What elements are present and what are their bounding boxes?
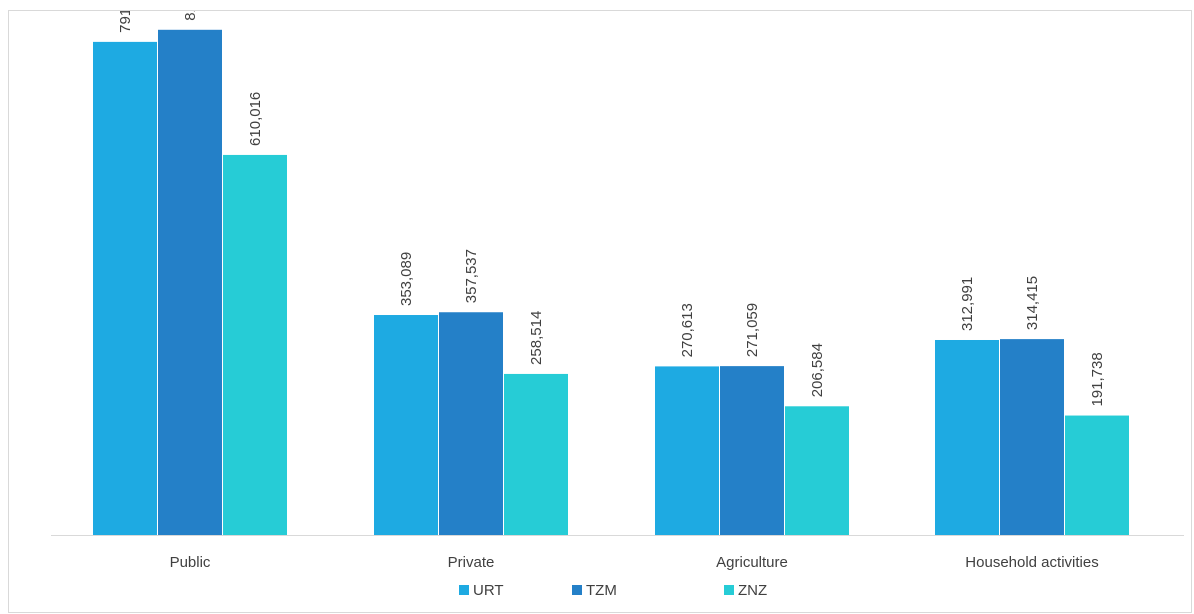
- bar-chart: 791,484 810,887 610,016 353,089 357,537 258,5…: [51, 11, 1184, 599]
- category-label-private: Private: [448, 554, 495, 571]
- data-label-private-urt: 353,089: [398, 252, 415, 306]
- bar-household-activities-znz: [1065, 415, 1129, 535]
- data-label-agriculture-urt: 270,613: [679, 303, 696, 357]
- data-labels-group: 791,484 810,887 610,016 353,089 357,537 258,5…: [117, 11, 1106, 407]
- data-label-public-urt: 791,484: [117, 11, 134, 33]
- bar-private-tzm: [439, 312, 503, 535]
- data-label-household-activities-znz: 191,738: [1089, 352, 1106, 406]
- bar-household-activities-urt: [935, 339, 999, 535]
- bar-public-urt: [93, 41, 157, 536]
- category-labels-group: Public Private Agriculture Household activi…: [170, 554, 1099, 571]
- category-label-public: Public: [170, 554, 211, 571]
- data-label-agriculture-znz: 206,584: [809, 343, 826, 397]
- chart-frame: 791,484 810,887 610,016 353,089 357,537 258,5…: [8, 10, 1192, 613]
- data-label-public-znz: 610,016: [247, 92, 264, 146]
- legend: URT TZM ZNZ: [459, 582, 767, 599]
- legend-label-tzm: TZM: [586, 582, 617, 599]
- bar-agriculture-tzm: [720, 366, 784, 535]
- bar-public-tzm: [158, 29, 222, 536]
- category-label-agriculture: Agriculture: [716, 554, 788, 571]
- data-label-agriculture-tzm: 271,059: [744, 303, 761, 357]
- data-label-public-tzm: 810,887: [182, 11, 199, 21]
- legend-swatch-znz: [724, 585, 734, 595]
- bar-household-activities-tzm: [1000, 339, 1064, 535]
- bars-group: [93, 29, 1129, 536]
- category-label-household-activities: Household activities: [965, 554, 1098, 571]
- bar-private-urt: [374, 315, 438, 535]
- legend-swatch-urt: [459, 585, 469, 595]
- bar-agriculture-urt: [655, 366, 719, 535]
- data-label-private-znz: 258,514: [528, 311, 545, 365]
- bar-private-znz: [504, 373, 568, 535]
- data-label-household-activities-urt: 312,991: [959, 277, 976, 331]
- legend-label-urt: URT: [473, 582, 504, 599]
- data-label-household-activities-tzm: 314,415: [1024, 276, 1041, 330]
- legend-swatch-tzm: [572, 585, 582, 595]
- bar-public-znz: [223, 154, 287, 536]
- data-label-private-tzm: 357,537: [463, 249, 480, 303]
- bar-agriculture-znz: [785, 406, 849, 535]
- legend-label-znz: ZNZ: [738, 582, 767, 599]
